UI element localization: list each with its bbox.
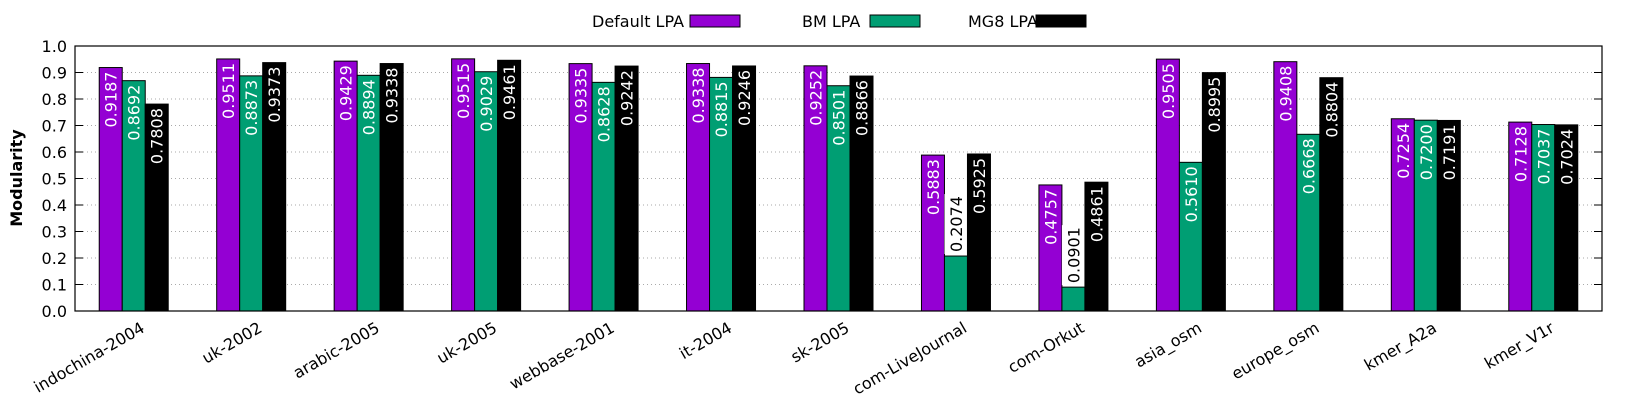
value-label: 0.8995 bbox=[1205, 77, 1224, 133]
value-label: 0.9338 bbox=[383, 68, 402, 124]
value-label: 0.9029 bbox=[477, 76, 496, 132]
x-tick-label: europe_osm bbox=[1228, 318, 1323, 384]
x-tick-label: sk-2005 bbox=[787, 318, 852, 367]
value-label-bg bbox=[1061, 225, 1085, 286]
value-label: 0.0901 bbox=[1064, 227, 1083, 283]
x-tick-label: com-Orkut bbox=[1005, 318, 1088, 377]
value-label: 0.7808 bbox=[148, 108, 167, 164]
plot-frame bbox=[74, 45, 1603, 312]
value-label: 0.4861 bbox=[1087, 186, 1106, 242]
x-tick-label: arabic-2005 bbox=[290, 318, 383, 382]
value-label: 0.8894 bbox=[360, 79, 379, 135]
y-tick-label: 0.7 bbox=[42, 117, 67, 136]
value-label: 0.9505 bbox=[1159, 63, 1178, 119]
bar bbox=[1061, 286, 1086, 312]
x-tick-label: kmer_V1r bbox=[1481, 318, 1558, 374]
y-tick-label: 0.6 bbox=[42, 143, 67, 162]
value-label: 0.9252 bbox=[807, 70, 826, 126]
value-label: 0.9246 bbox=[735, 70, 754, 126]
value-label: 0.6668 bbox=[1299, 138, 1318, 194]
value-label: 0.9511 bbox=[219, 63, 238, 119]
value-label: 0.9373 bbox=[265, 67, 284, 123]
value-label: 0.9338 bbox=[689, 68, 708, 124]
value-label: 0.5883 bbox=[924, 159, 943, 215]
value-label: 0.9335 bbox=[572, 68, 591, 124]
value-label: 0.8815 bbox=[712, 81, 731, 137]
value-label: 0.8628 bbox=[595, 86, 614, 142]
value-label: 0.8692 bbox=[125, 85, 144, 141]
y-tick-label: 0.3 bbox=[42, 223, 67, 242]
value-label: 0.8804 bbox=[1322, 82, 1341, 138]
value-label: 0.7024 bbox=[1557, 129, 1576, 185]
y-tick-label: 0.8 bbox=[42, 90, 67, 109]
legend-label: MG8 LPA bbox=[968, 12, 1038, 31]
x-tick-label: kmer_A2a bbox=[1361, 318, 1440, 375]
x-tick-label: uk-2005 bbox=[434, 318, 501, 367]
x-tick-label: webbase-2001 bbox=[506, 318, 617, 393]
value-label: 0.4757 bbox=[1041, 189, 1060, 245]
value-label-bg bbox=[944, 194, 968, 255]
y-tick-label: 0.4 bbox=[42, 196, 67, 215]
value-label: 0.9429 bbox=[337, 65, 356, 121]
legend-swatch bbox=[869, 14, 921, 28]
value-label: 0.9408 bbox=[1276, 66, 1295, 122]
value-label: 0.2074 bbox=[947, 196, 966, 252]
legend-swatch bbox=[1035, 14, 1087, 28]
x-tick-label: com-LiveJournal bbox=[850, 318, 970, 398]
value-label: 0.9187 bbox=[102, 72, 121, 128]
value-label: 0.9515 bbox=[454, 63, 473, 119]
value-label: 0.7254 bbox=[1394, 123, 1413, 179]
value-label: 0.8501 bbox=[830, 90, 849, 146]
legend-label: BM LPA bbox=[802, 12, 860, 31]
y-tick-label: 0.5 bbox=[42, 170, 67, 189]
x-tick-label: it-2004 bbox=[676, 318, 735, 363]
x-tick-label: uk-2002 bbox=[199, 318, 266, 367]
value-label: 0.9461 bbox=[500, 64, 519, 120]
legend-swatch bbox=[689, 14, 741, 28]
y-tick-label: 0.9 bbox=[42, 64, 67, 83]
value-label: 0.7128 bbox=[1511, 126, 1530, 182]
value-label: 0.5610 bbox=[1182, 166, 1201, 222]
legend-label: Default LPA bbox=[592, 12, 684, 31]
x-tick-label: asia_osm bbox=[1131, 318, 1205, 372]
value-label: 0.7200 bbox=[1417, 124, 1436, 180]
value-label: 0.7037 bbox=[1534, 129, 1553, 185]
x-tick-label: indochina-2004 bbox=[31, 318, 148, 397]
value-label: 0.8873 bbox=[242, 80, 261, 136]
y-tick-label: 0.2 bbox=[42, 249, 67, 268]
value-label: 0.5925 bbox=[970, 158, 989, 214]
bar bbox=[943, 255, 968, 312]
value-label: 0.9242 bbox=[618, 70, 637, 126]
y-tick-label: 0.1 bbox=[42, 276, 67, 295]
value-label: 0.7191 bbox=[1440, 124, 1459, 180]
y-tick-label: 1.0 bbox=[42, 37, 67, 56]
y-axis-title: Modularity bbox=[7, 129, 26, 227]
value-label: 0.8866 bbox=[853, 80, 872, 136]
y-tick-label: 0.0 bbox=[42, 302, 67, 321]
